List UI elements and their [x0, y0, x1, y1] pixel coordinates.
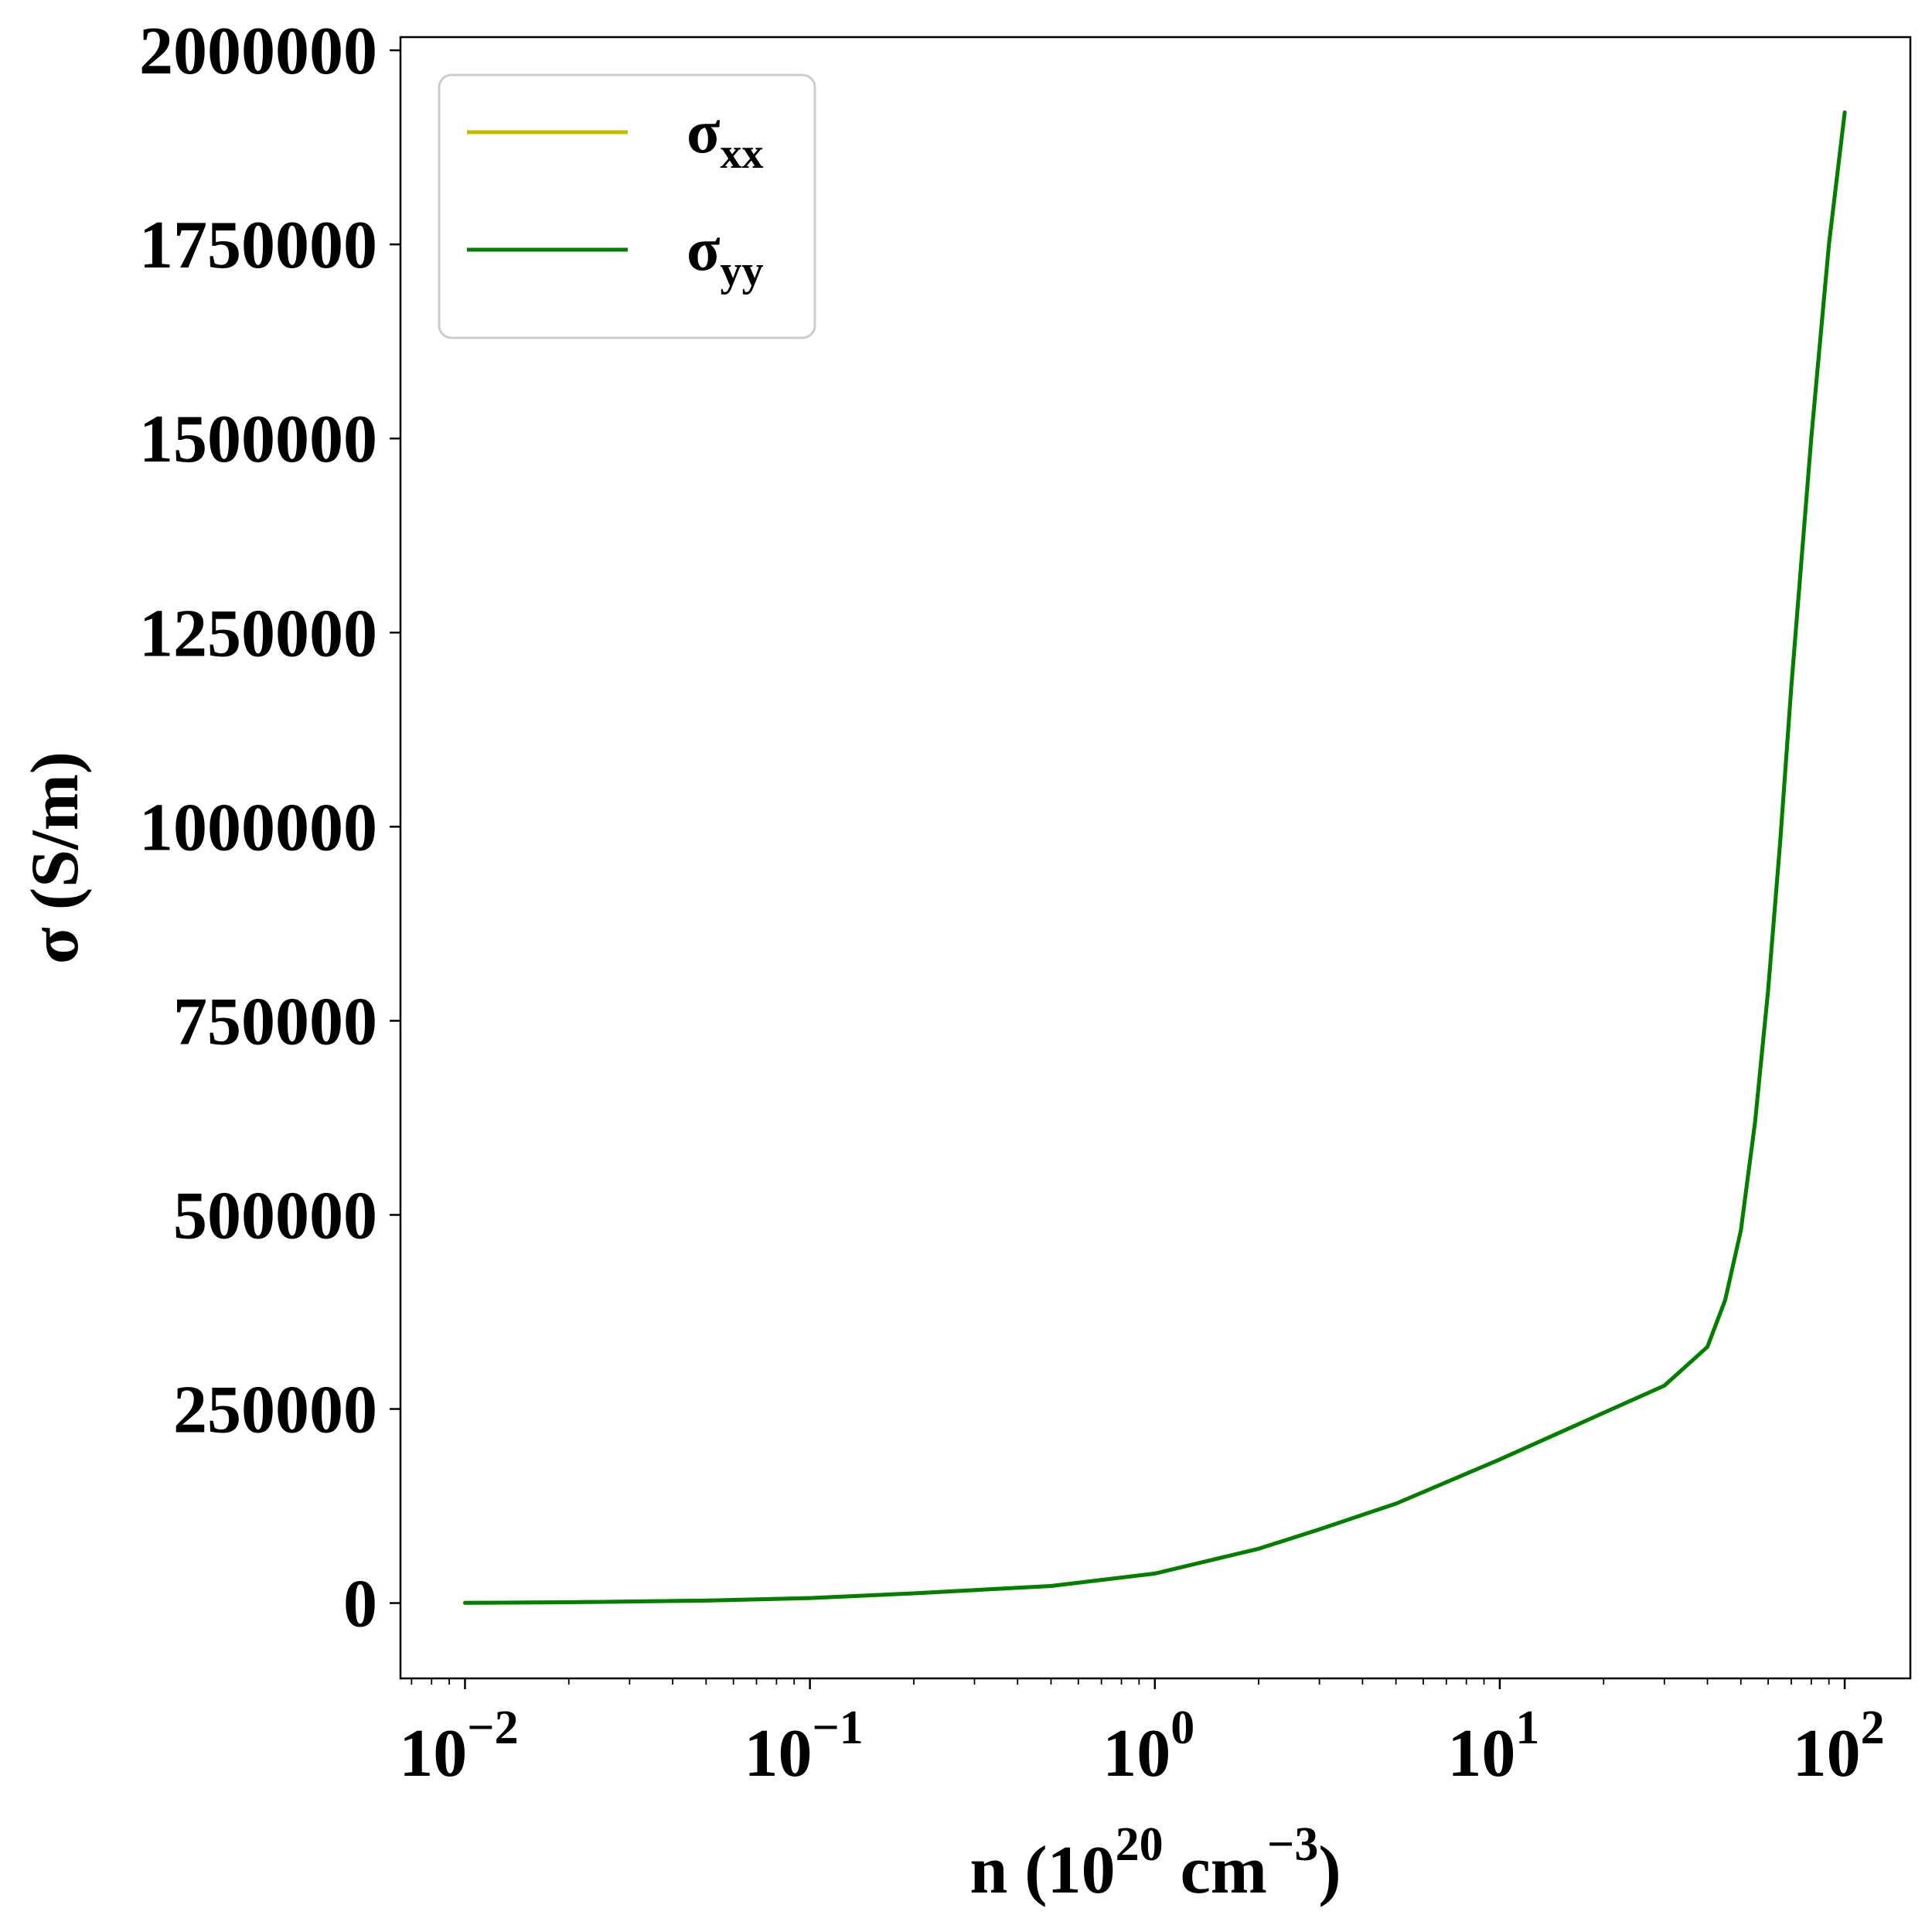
- x-axis-title-end: ): [1318, 1833, 1341, 1908]
- x-tick-label-base: 10: [1102, 1716, 1170, 1791]
- x-tick-label-exp: 0: [1170, 1702, 1194, 1754]
- series-layer: [463, 110, 1847, 1605]
- x-tick-label: 10−2: [399, 1702, 518, 1791]
- y-tick-label: 750000: [173, 984, 377, 1059]
- y-tick-label: 1000000: [139, 790, 377, 865]
- legend-label-sigma-yy-base: σ: [687, 216, 721, 284]
- legend-label-sigma-xx-sub: xx: [721, 130, 764, 178]
- tick-layer: 0 250000 500000 750000 1000000 1250000 1500000…: [139, 14, 1885, 1791]
- x-tick-label: 101: [1447, 1702, 1539, 1791]
- x-tick-label-exp: 2: [1861, 1702, 1885, 1754]
- y-tick-label: 500000: [173, 1178, 377, 1253]
- series-line-sigma-yy: [463, 110, 1847, 1605]
- legend-label-sigma-yy: σyy: [687, 216, 764, 295]
- x-axis-title-base: n (10: [969, 1833, 1115, 1908]
- y-tick-label: 2000000: [139, 14, 377, 89]
- x-tick-label-exp: 1: [1515, 1702, 1539, 1754]
- y-tick-label: 250000: [173, 1373, 377, 1448]
- y-tick-label: 1750000: [139, 208, 377, 283]
- x-tick-label: 10−1: [744, 1702, 863, 1791]
- legend-label-sigma-xx-base: σ: [687, 98, 721, 166]
- legend: σxx σyy: [438, 73, 816, 339]
- y-tick-label: 1250000: [139, 596, 377, 671]
- legend-label-sigma-yy-sub: yy: [721, 247, 764, 295]
- x-tick-label: 102: [1793, 1702, 1885, 1791]
- legend-box: [438, 73, 816, 339]
- y-axis-title: σ (S/m): [18, 751, 93, 964]
- x-axis-title-mid: cm: [1164, 1833, 1267, 1908]
- x-tick-label-base: 10: [744, 1716, 812, 1791]
- x-tick-label-base: 10: [1447, 1716, 1515, 1791]
- x-tick-label-base: 10: [1793, 1716, 1861, 1791]
- legend-label-sigma-xx: σxx: [687, 98, 764, 178]
- x-tick-label-exp: −1: [812, 1702, 863, 1754]
- x-tick-label-exp: −2: [467, 1702, 518, 1754]
- x-axis-title-exp1: 20: [1116, 1818, 1164, 1871]
- y-tick-label: 1500000: [139, 402, 377, 477]
- x-tick-label: 100: [1102, 1702, 1194, 1791]
- y-tick-label: 0: [343, 1567, 377, 1642]
- x-axis-title-exp2: −3: [1267, 1818, 1318, 1871]
- x-axis-title: n (1020 cm−3): [969, 1818, 1341, 1908]
- x-tick-label-base: 10: [399, 1716, 467, 1791]
